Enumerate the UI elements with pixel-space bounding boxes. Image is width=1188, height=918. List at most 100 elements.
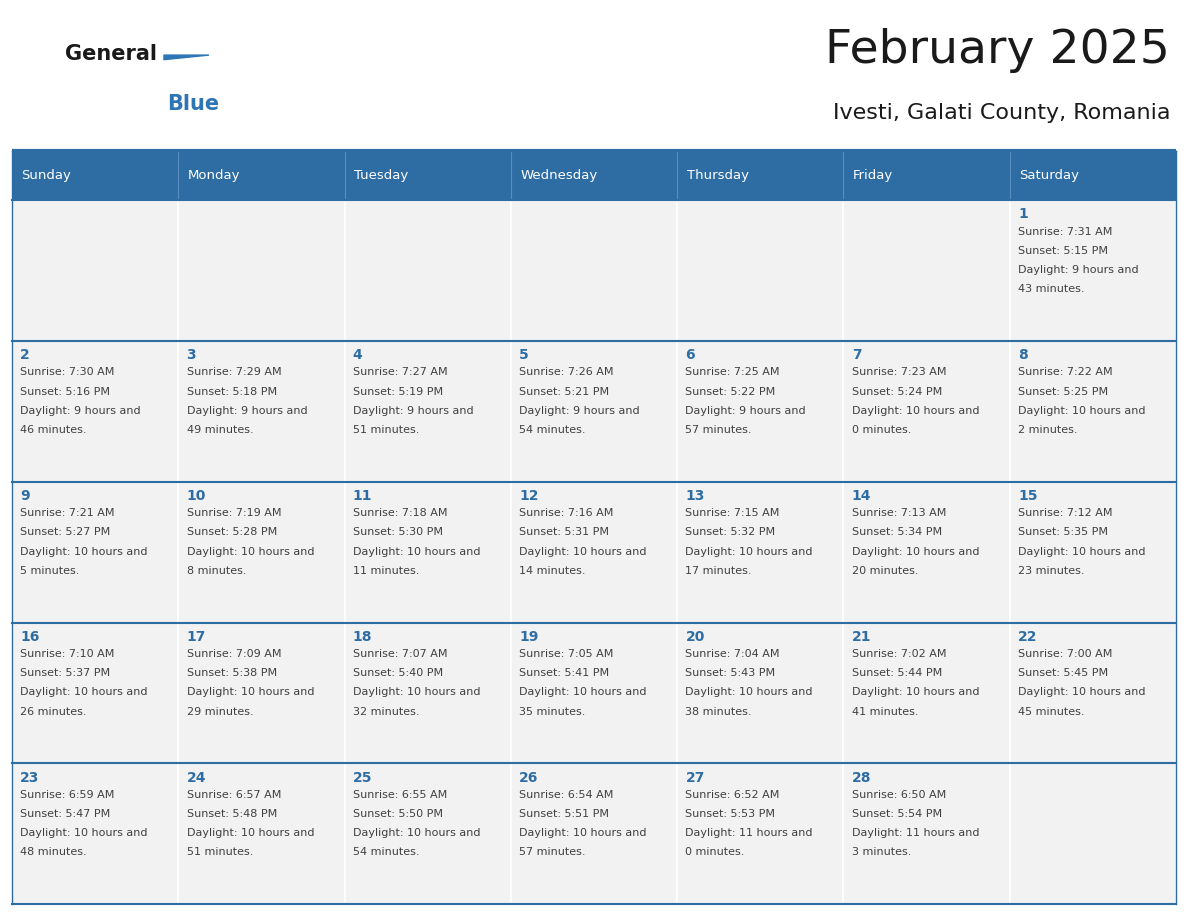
Text: General: General [65,44,157,63]
Text: Daylight: 10 hours and: Daylight: 10 hours and [519,547,646,556]
Text: Sunrise: 7:12 AM: Sunrise: 7:12 AM [1018,509,1113,519]
Text: Sunset: 5:15 PM: Sunset: 5:15 PM [1018,246,1108,256]
Text: Sunday: Sunday [21,169,71,183]
Bar [345,151,511,200]
Bar [511,764,677,904]
Text: 45 minutes.: 45 minutes. [1018,707,1085,717]
Text: Sunset: 5:45 PM: Sunset: 5:45 PM [1018,668,1108,678]
Text: Sunset: 5:35 PM: Sunset: 5:35 PM [1018,528,1108,537]
Text: Daylight: 10 hours and: Daylight: 10 hours and [20,688,147,698]
Text: 28: 28 [852,771,871,785]
Text: Sunset: 5:34 PM: Sunset: 5:34 PM [852,528,942,537]
Bar [1010,622,1176,764]
Text: Sunrise: 7:31 AM: Sunrise: 7:31 AM [1018,227,1112,237]
Text: 11: 11 [353,489,372,503]
Text: 54 minutes.: 54 minutes. [519,425,586,435]
Text: Daylight: 10 hours and: Daylight: 10 hours and [353,547,480,556]
Text: Ivesti, Galati County, Romania: Ivesti, Galati County, Romania [833,103,1170,123]
Bar [1010,764,1176,904]
Bar [345,200,511,341]
Text: Sunrise: 7:30 AM: Sunrise: 7:30 AM [20,367,114,377]
Text: Sunrise: 7:15 AM: Sunrise: 7:15 AM [685,509,779,519]
Text: 18: 18 [353,630,372,644]
Bar [511,341,677,482]
Bar [843,341,1010,482]
Bar [677,482,843,622]
Bar [677,151,843,200]
Text: Sunset: 5:32 PM: Sunset: 5:32 PM [685,528,776,537]
Bar [843,151,1010,200]
Text: Daylight: 10 hours and: Daylight: 10 hours and [1018,688,1145,698]
Text: 2: 2 [20,348,30,363]
Bar [843,482,1010,622]
Text: 57 minutes.: 57 minutes. [519,847,586,857]
Bar [677,622,843,764]
Bar [1010,341,1176,482]
Text: 2 minutes.: 2 minutes. [1018,425,1078,435]
Bar [12,764,178,904]
Bar [843,764,1010,904]
Text: 57 minutes.: 57 minutes. [685,425,752,435]
Text: Sunrise: 7:19 AM: Sunrise: 7:19 AM [187,509,282,519]
Text: Sunset: 5:31 PM: Sunset: 5:31 PM [519,528,609,537]
Text: Sunrise: 7:00 AM: Sunrise: 7:00 AM [1018,649,1112,659]
Text: 17: 17 [187,630,206,644]
Text: Daylight: 9 hours and: Daylight: 9 hours and [519,406,640,416]
Text: Saturday: Saturday [1019,169,1080,183]
Text: Sunrise: 6:52 AM: Sunrise: 6:52 AM [685,789,779,800]
Text: 5 minutes.: 5 minutes. [20,565,80,576]
Text: Sunset: 5:47 PM: Sunset: 5:47 PM [20,809,110,819]
Text: Sunrise: 7:18 AM: Sunrise: 7:18 AM [353,509,448,519]
Text: 43 minutes.: 43 minutes. [1018,285,1085,294]
Text: Sunset: 5:53 PM: Sunset: 5:53 PM [685,809,776,819]
Text: Daylight: 9 hours and: Daylight: 9 hours and [685,406,807,416]
Text: Sunset: 5:28 PM: Sunset: 5:28 PM [187,528,277,537]
Text: Tuesday: Tuesday [354,169,409,183]
Text: 49 minutes.: 49 minutes. [187,425,253,435]
Bar [1010,200,1176,341]
Text: Sunset: 5:51 PM: Sunset: 5:51 PM [519,809,609,819]
Text: Sunrise: 7:21 AM: Sunrise: 7:21 AM [20,509,115,519]
Text: 0 minutes.: 0 minutes. [685,847,745,857]
Text: 48 minutes.: 48 minutes. [20,847,87,857]
Text: 26 minutes.: 26 minutes. [20,707,87,717]
Text: Sunset: 5:24 PM: Sunset: 5:24 PM [852,386,942,397]
Text: Sunrise: 7:07 AM: Sunrise: 7:07 AM [353,649,448,659]
Text: 19: 19 [519,630,538,644]
Text: Daylight: 10 hours and: Daylight: 10 hours and [353,828,480,838]
Text: Friday: Friday [853,169,893,183]
Text: 54 minutes.: 54 minutes. [353,847,419,857]
Bar [677,764,843,904]
Bar [1010,482,1176,622]
Text: Sunset: 5:50 PM: Sunset: 5:50 PM [353,809,443,819]
Text: Daylight: 10 hours and: Daylight: 10 hours and [685,547,813,556]
Bar [511,622,677,764]
Text: 13: 13 [685,489,704,503]
Text: 29 minutes.: 29 minutes. [187,707,253,717]
Bar [178,341,345,482]
Text: 8: 8 [1018,348,1028,363]
Text: Sunset: 5:44 PM: Sunset: 5:44 PM [852,668,942,678]
Bar [511,151,677,200]
Bar [178,622,345,764]
Bar [12,622,178,764]
Text: Daylight: 10 hours and: Daylight: 10 hours and [852,406,979,416]
Text: Sunrise: 7:22 AM: Sunrise: 7:22 AM [1018,367,1113,377]
Text: 51 minutes.: 51 minutes. [353,425,419,435]
Text: Sunrise: 7:05 AM: Sunrise: 7:05 AM [519,649,613,659]
Bar [345,341,511,482]
Text: Daylight: 10 hours and: Daylight: 10 hours and [852,547,979,556]
Text: 21: 21 [852,630,871,644]
Bar [178,151,345,200]
Text: Sunset: 5:48 PM: Sunset: 5:48 PM [187,809,277,819]
Text: 26: 26 [519,771,538,785]
Text: Daylight: 9 hours and: Daylight: 9 hours and [1018,265,1139,275]
Text: Sunset: 5:30 PM: Sunset: 5:30 PM [353,528,443,537]
Text: Sunrise: 7:10 AM: Sunrise: 7:10 AM [20,649,114,659]
Text: 3: 3 [187,348,196,363]
Bar [511,200,677,341]
Text: Daylight: 10 hours and: Daylight: 10 hours and [1018,406,1145,416]
Bar [843,200,1010,341]
Bar [345,764,511,904]
Text: 7: 7 [852,348,861,363]
